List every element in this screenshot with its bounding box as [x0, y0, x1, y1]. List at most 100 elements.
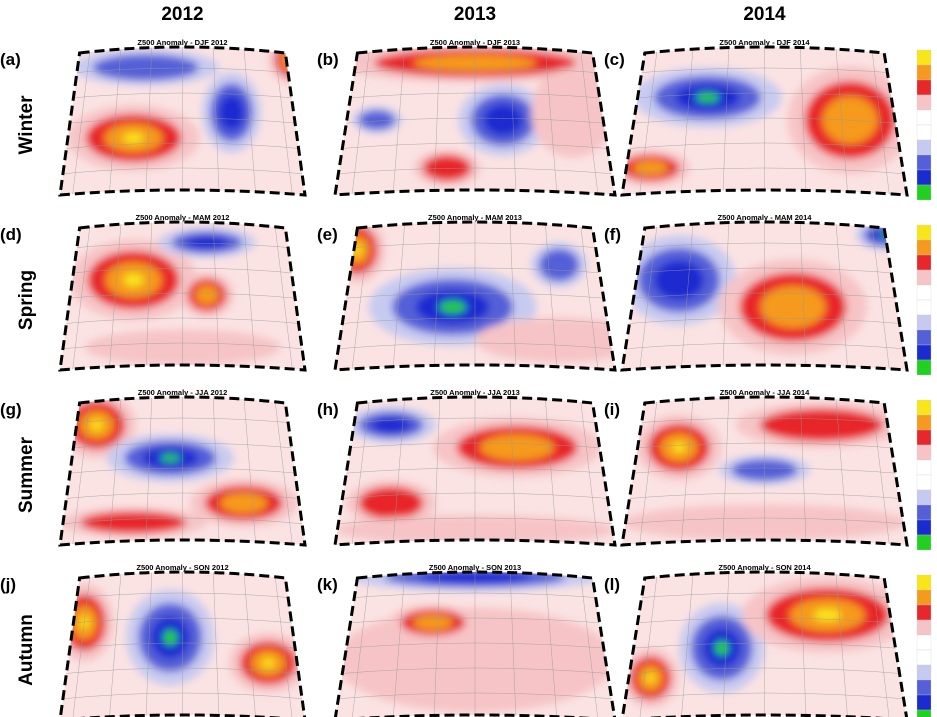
colorbar-swatch: [917, 315, 931, 330]
colorbar-swatch: [917, 680, 931, 695]
colorbar-swatch: [917, 125, 931, 140]
colorbar-swatch: [917, 665, 931, 680]
map-field: [60, 36, 317, 200]
colorbar-swatch: [917, 505, 931, 520]
anomaly-contour: [633, 160, 668, 176]
map-field: [335, 390, 615, 550]
panel-letter: (l): [604, 575, 620, 594]
map-panel: Z500 Anomaly - SON 2013 (k): [317, 563, 615, 717]
colorbar-swatch: [917, 110, 931, 125]
anomaly-contour: [359, 487, 424, 519]
map-panel: Z500 Anomaly - JJA 2013 (h): [317, 388, 615, 550]
map-field: [58, 390, 305, 550]
colorbar-swatch: [917, 155, 931, 170]
colorbar-swatch: [917, 300, 931, 315]
anomaly-contour: [715, 641, 729, 655]
colorbar-swatch: [917, 635, 931, 650]
panel-title: Z500 Anomaly - SON 2012: [136, 563, 228, 572]
colorbar-swatch: [917, 360, 931, 375]
colorbar-swatch: [917, 695, 931, 710]
anomaly-contour: [480, 434, 554, 460]
map-panel: Z500 Anomaly - SON 2012 (j): [0, 563, 307, 717]
panel-letter: (i): [604, 400, 620, 419]
panel-letter: (g): [0, 400, 22, 419]
anomaly-contour: [185, 236, 228, 249]
colorbar-swatch: [917, 430, 931, 445]
colorbar-swatch: [917, 80, 931, 95]
map-panel: Z500 Anomaly - MAM 2013(e): [317, 213, 643, 375]
anomaly-contour: [262, 658, 275, 668]
map-panel: Z500 Anomaly - MAM 2012 (d): [0, 213, 305, 375]
colorbar-swatch: [917, 240, 931, 255]
panel-letter: (k): [317, 575, 338, 594]
colorbar-swatch: [917, 710, 931, 717]
map-field: [335, 40, 615, 200]
panel-title: Z500 Anomaly - MAM 2012: [136, 213, 230, 222]
colorbar-swatch: [917, 255, 931, 270]
map-field: [55, 565, 307, 717]
row-label: Summer: [16, 436, 37, 513]
panel-letter: (f): [604, 225, 621, 244]
colorbar-swatch: [917, 445, 931, 460]
colorbar-swatch: [917, 620, 931, 635]
anomaly-contour: [654, 260, 704, 300]
map-field: [622, 390, 907, 550]
anomaly-contour: [219, 95, 245, 131]
panel-letter: (e): [317, 225, 338, 244]
colorbar-swatch: [917, 400, 931, 415]
panel-title: Z500 Anomaly - MAM 2014: [718, 213, 813, 222]
figure: 201220132014WinterZ500 Anomaly - DJF 201…: [0, 0, 937, 717]
colorbar-swatch: [917, 95, 931, 110]
anomaly-contour: [93, 55, 199, 81]
panel-title: Z500 Anomaly - JJA 2012: [138, 388, 228, 397]
colorbar-swatch: [917, 490, 931, 505]
colorbar-swatch: [917, 285, 931, 300]
anomaly-contour: [646, 673, 655, 683]
anomaly-contour: [539, 249, 579, 281]
colorbar-swatch: [917, 140, 931, 155]
colorbar-swatch: [917, 535, 931, 550]
anomaly-contour: [275, 43, 310, 78]
colorbar: [917, 50, 931, 200]
anomaly-contour: [160, 454, 180, 462]
row-label: Winter: [16, 95, 37, 155]
map-field: [622, 215, 913, 375]
map-panel: Z500 Anomaly - JJA 2012 (g): [0, 388, 305, 550]
panel-letter: (h): [317, 400, 339, 419]
map-panel: Z500 Anomaly - DJF 2013(b): [317, 38, 615, 200]
map-panel: Z500 Anomaly - DJF 2012(a): [0, 36, 317, 200]
panel-letter: (j): [0, 575, 16, 594]
anomaly-contour: [483, 104, 522, 136]
panel-title: Z500 Anomaly - DJF 2012: [137, 38, 227, 47]
anomaly-contour: [475, 318, 643, 363]
colorbar-swatch: [917, 520, 931, 535]
colorbar-swatch: [917, 590, 931, 605]
anomaly-contour: [359, 110, 395, 129]
anomaly-contour: [413, 615, 452, 631]
anomaly-contour: [289, 56, 297, 64]
colorbar-swatch: [917, 575, 931, 590]
anomaly-contour: [760, 286, 825, 328]
row-label: Autumn: [16, 614, 37, 686]
panel-letter: (c): [604, 50, 625, 69]
panel-title: Z500 Anomaly - SON 2013: [429, 563, 521, 572]
anomaly-contour: [123, 274, 143, 287]
anomaly-contour: [439, 301, 466, 313]
anomaly-contour: [531, 68, 615, 158]
panel-title: Z500 Anomaly - JJA 2013: [430, 388, 520, 397]
panel-title: Z500 Anomaly - SON 2014: [718, 563, 811, 572]
map-panel: Z500 Anomaly - MAM 2014 (f): [604, 213, 913, 375]
colorbar-swatch: [917, 330, 931, 345]
colorbar-swatch: [917, 270, 931, 285]
colorbar-swatch: [917, 170, 931, 185]
column-header: 2012: [161, 4, 203, 25]
colorbar-swatch: [917, 650, 931, 665]
colorbar-swatch: [917, 345, 931, 360]
colorbar-swatch: [917, 460, 931, 475]
panel-letter: (d): [0, 225, 22, 244]
map-field: [622, 565, 913, 717]
column-header: 2013: [454, 4, 496, 25]
colorbar-swatch: [917, 50, 931, 65]
colorbar: [917, 400, 931, 550]
anomaly-contour: [81, 512, 187, 534]
